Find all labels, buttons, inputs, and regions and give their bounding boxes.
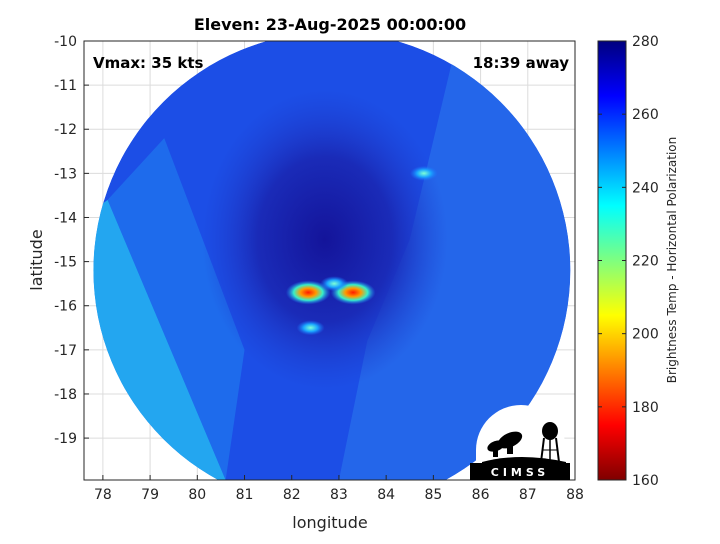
y-tick-label: -17 — [54, 343, 77, 359]
cimss-logo: CIMSS — [470, 405, 570, 480]
convective-features — [285, 165, 438, 336]
swath-right-region — [338, 41, 571, 480]
x-tick-label: 84 — [377, 487, 395, 503]
swath-edge-band-inner — [107, 138, 245, 480]
axes-box — [83, 40, 576, 481]
x-tick-label: 87 — [519, 487, 537, 503]
y-tick-label: -10 — [54, 34, 77, 50]
x-tick-label: 79 — [141, 487, 159, 503]
swath-cold-region — [202, 89, 448, 390]
y-axis-label: latitude — [27, 229, 46, 290]
swath-layer — [93, 41, 571, 480]
convective-feature — [320, 276, 349, 292]
colorbar — [597, 40, 627, 481]
colorbar-ticks: 160 180 200 220 240 260 280 — [598, 34, 659, 489]
vmax-annotation: Vmax: 35 kts — [93, 54, 203, 72]
x-tick-label: 83 — [330, 487, 348, 503]
colorbar-tick-label: 240 — [632, 180, 659, 196]
water-tower-icon — [540, 422, 560, 463]
convective-feature — [296, 320, 325, 336]
colorbar-tick-label: 180 — [632, 400, 659, 416]
chart-title: Eleven: 23-Aug-2025 00:00:00 — [194, 15, 466, 34]
colorbar-tick-label: 200 — [632, 327, 659, 343]
y-tick-label: -15 — [54, 255, 77, 271]
colorbar-label: Brightness Temp - Horizontal Polarizatio… — [665, 137, 679, 384]
colorbar-tick-label: 220 — [632, 254, 659, 270]
y-tick-label: -11 — [54, 78, 77, 94]
x-tick-label: 88 — [566, 487, 584, 503]
x-axis-label: longitude — [292, 513, 367, 532]
colorbar-tick-label: 280 — [632, 34, 659, 50]
x-tick-label: 78 — [94, 487, 112, 503]
x-axis: 78 79 80 81 82 83 84 85 86 87 88 — [94, 475, 584, 503]
x-tick-label: 81 — [236, 487, 254, 503]
convective-feature — [409, 165, 438, 181]
x-tick-label: 86 — [472, 487, 490, 503]
x-tick-label: 80 — [188, 487, 206, 503]
colorbar-tick-label: 260 — [632, 107, 659, 123]
satellite-dish-icon — [487, 431, 523, 457]
convective-feature — [285, 280, 331, 305]
y-tick-label: -19 — [54, 431, 77, 447]
x-tick-label: 85 — [424, 487, 442, 503]
y-tick-label: -14 — [54, 210, 77, 226]
logo-text: CIMSS — [491, 466, 549, 479]
y-tick-label: -18 — [54, 387, 77, 403]
x-tick-label: 82 — [283, 487, 301, 503]
colorbar-tick-label: 160 — [632, 473, 659, 489]
time-away-annotation: 18:39 away — [473, 54, 570, 72]
logo-banner — [470, 463, 570, 480]
y-tick-label: -16 — [54, 299, 77, 315]
y-tick-label: -12 — [54, 122, 77, 138]
y-tick-label: -13 — [54, 166, 77, 182]
y-axis: -10 -11 -12 -13 -14 -15 -16 -17 -18 -19 — [54, 34, 89, 447]
